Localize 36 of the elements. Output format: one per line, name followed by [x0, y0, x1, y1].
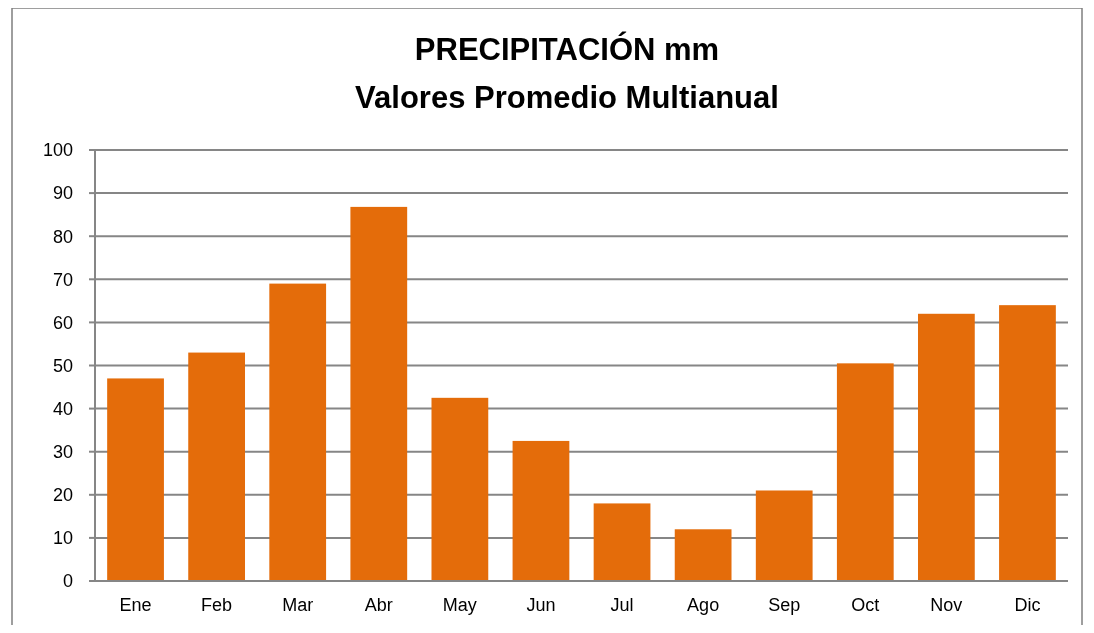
bar [755, 490, 813, 581]
x-tick-label: Nov [930, 595, 963, 615]
x-tick-label: Feb [201, 595, 233, 615]
bar [350, 206, 408, 581]
x-tick-label: Mar [282, 595, 314, 615]
x-tick-label: Oct [851, 595, 880, 615]
chart-title: PRECIPITACIÓN mm Valores Promedio Multianual [355, 31, 779, 115]
bar [918, 313, 975, 581]
bar [269, 283, 327, 581]
bar [593, 503, 651, 581]
y-tick-label: 10 [52, 528, 73, 549]
x-tick-label: Ago [687, 595, 720, 615]
y-tick-label: 50 [52, 355, 73, 376]
y-tick-label: 30 [52, 442, 73, 462]
x-tick-label: Jul [610, 595, 634, 615]
x-tick-label: Jun [526, 595, 556, 615]
bar [512, 440, 570, 581]
x-tick-label: Sep [768, 595, 801, 615]
y-tick-label: 80 [52, 226, 73, 247]
x-tick-label: Ene [119, 595, 152, 615]
x-tick-label: Abr [364, 595, 393, 615]
y-tick-label: 60 [52, 312, 73, 333]
x-tick-label: Dic [1014, 595, 1041, 615]
y-tick-label: 90 [52, 183, 73, 204]
bar [188, 352, 245, 581]
bar [674, 529, 732, 581]
y-tick-label: 0 [62, 571, 73, 592]
bar [836, 363, 894, 581]
bar [107, 378, 164, 581]
y-tick-label: 100 [42, 140, 73, 161]
y-tick-label: 40 [52, 398, 73, 419]
y-tick-label: 20 [52, 485, 73, 506]
bar [999, 305, 1056, 581]
y-tick-label: 70 [52, 269, 73, 290]
bar [431, 397, 489, 581]
x-tick-label: May [442, 595, 477, 615]
